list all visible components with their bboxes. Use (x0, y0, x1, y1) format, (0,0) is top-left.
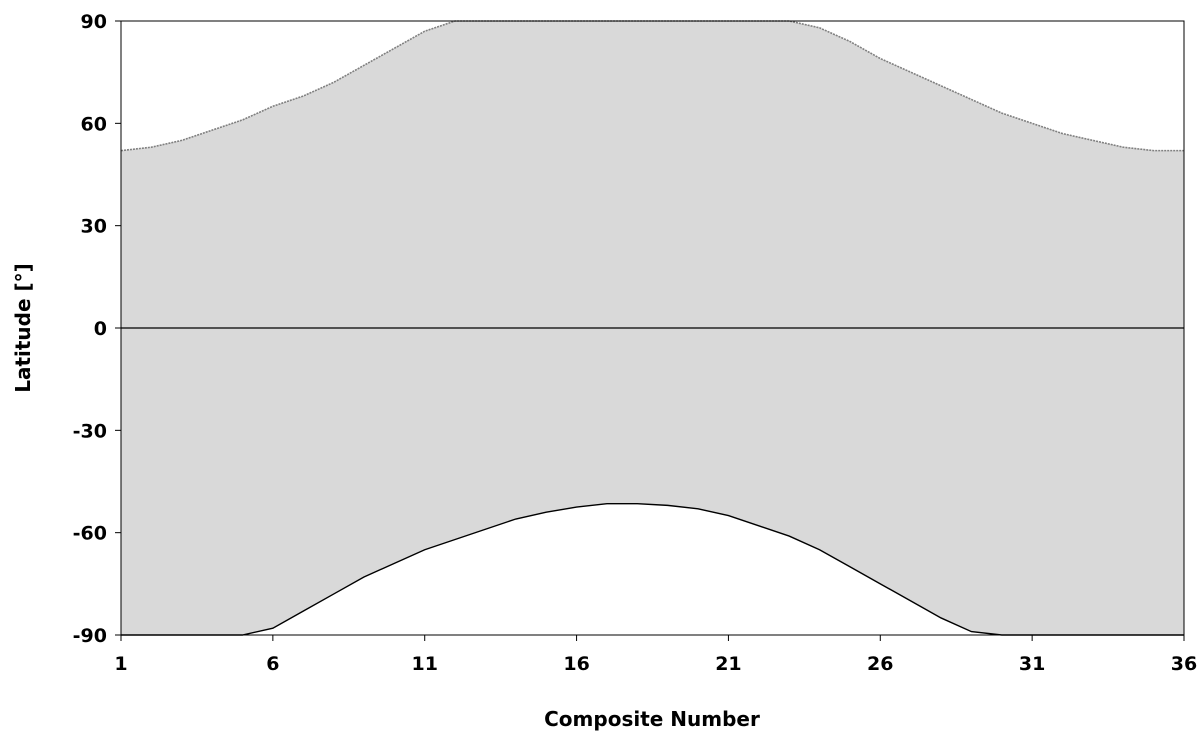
y-tick-label: -30 (73, 420, 107, 442)
x-tick-label: 31 (1019, 653, 1045, 675)
y-tick-label: 60 (81, 113, 107, 135)
x-tick-label: 21 (715, 653, 741, 675)
x-tick-label: 1 (114, 653, 127, 675)
y-tick-label: 30 (81, 216, 107, 238)
x-tick-label: 6 (266, 653, 279, 675)
x-tick-label: 11 (411, 653, 437, 675)
y-tick-label: -60 (73, 523, 107, 545)
x-tick-label: 36 (1171, 653, 1197, 675)
y-axis-title: Latitude [°] (11, 263, 35, 393)
y-tick-label: -90 (73, 625, 107, 647)
y-tick-label: 0 (94, 318, 107, 340)
x-tick-label: 26 (867, 653, 893, 675)
y-tick-label: 90 (81, 11, 107, 33)
x-axis-title: Composite Number (544, 707, 760, 731)
plot-area (120, 20, 1184, 636)
x-tick-label: 16 (563, 653, 589, 675)
